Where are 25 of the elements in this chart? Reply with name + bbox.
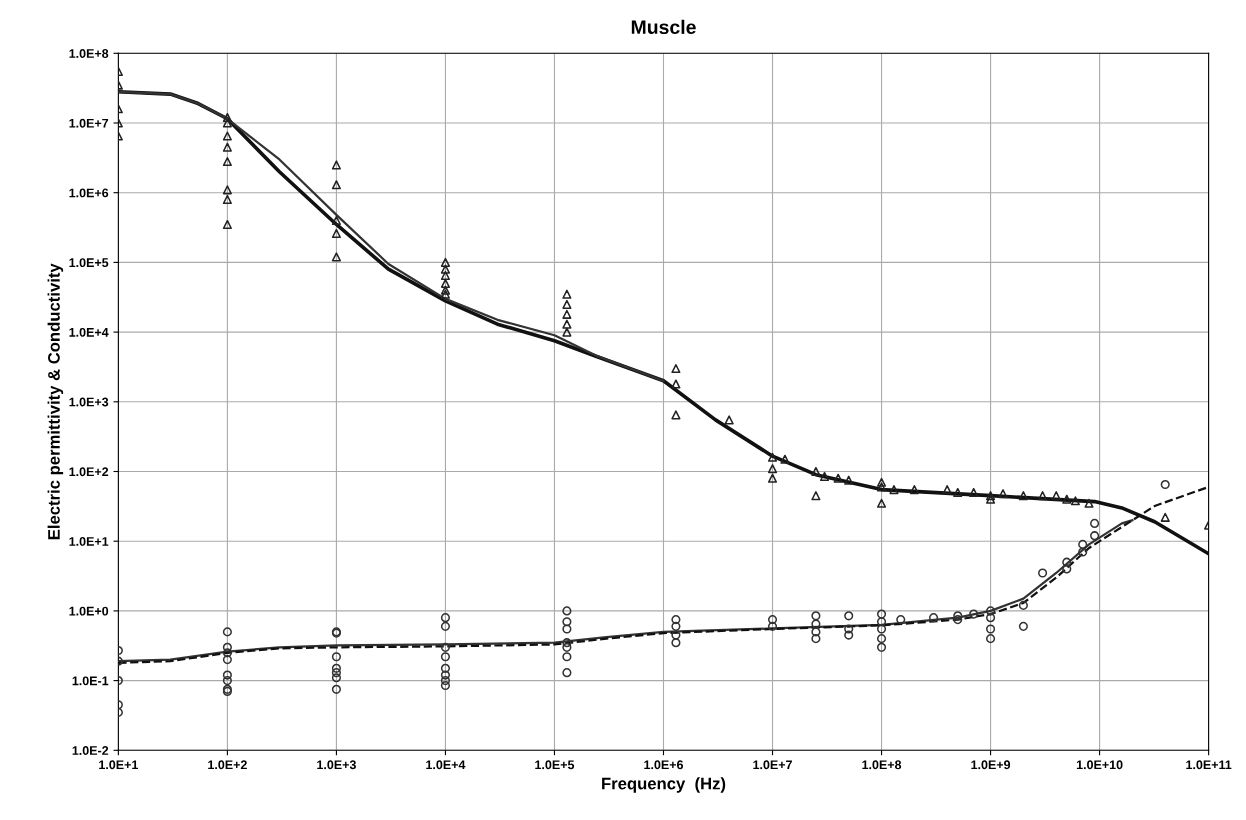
x-tick-label: 1.0E+7 xyxy=(753,760,792,770)
chart-title: Muscle xyxy=(631,19,696,35)
x-tick-label: 1.0E+8 xyxy=(862,760,902,770)
y-tick-label: 1.0E-2 xyxy=(72,746,109,755)
x-tick-label: 1.0E+10 xyxy=(1076,760,1123,770)
x-tick-label: 1.0E+4 xyxy=(426,760,466,770)
x-tick-label: 1.0E+1 xyxy=(99,760,139,770)
y-tick-label: 1.0E+7 xyxy=(69,118,109,128)
y-axis-title: Electric permittivity & Conductivity xyxy=(47,263,64,540)
y-tick-label: 1.0E+6 xyxy=(69,188,109,198)
x-tick-label: 1.0E+5 xyxy=(535,760,575,770)
y-tick-label: 1.0E+8 xyxy=(69,49,109,58)
y-tick-label: 1.0E+5 xyxy=(69,258,109,268)
y-tick-label: 1.0E+3 xyxy=(69,397,109,407)
x-tick-label: 1.0E+11 xyxy=(1186,760,1232,770)
x-tick-label: 1.0E+2 xyxy=(208,760,247,770)
x-tick-label: 1.0E+6 xyxy=(644,760,684,770)
y-tick-label: 1.0E-1 xyxy=(72,676,109,686)
y-tick-label: 1.0E+4 xyxy=(69,327,109,337)
y-tick-label: 1.0E+2 xyxy=(69,467,109,477)
y-tick-label: 1.0E+0 xyxy=(69,606,109,616)
x-tick-label: 1.0E+9 xyxy=(971,760,1011,770)
x-tick-label: 1.0E+3 xyxy=(317,760,356,770)
y-tick-label: 1.0E+1 xyxy=(69,537,109,546)
x-axis-title: Frequency (Hz) xyxy=(602,777,726,793)
